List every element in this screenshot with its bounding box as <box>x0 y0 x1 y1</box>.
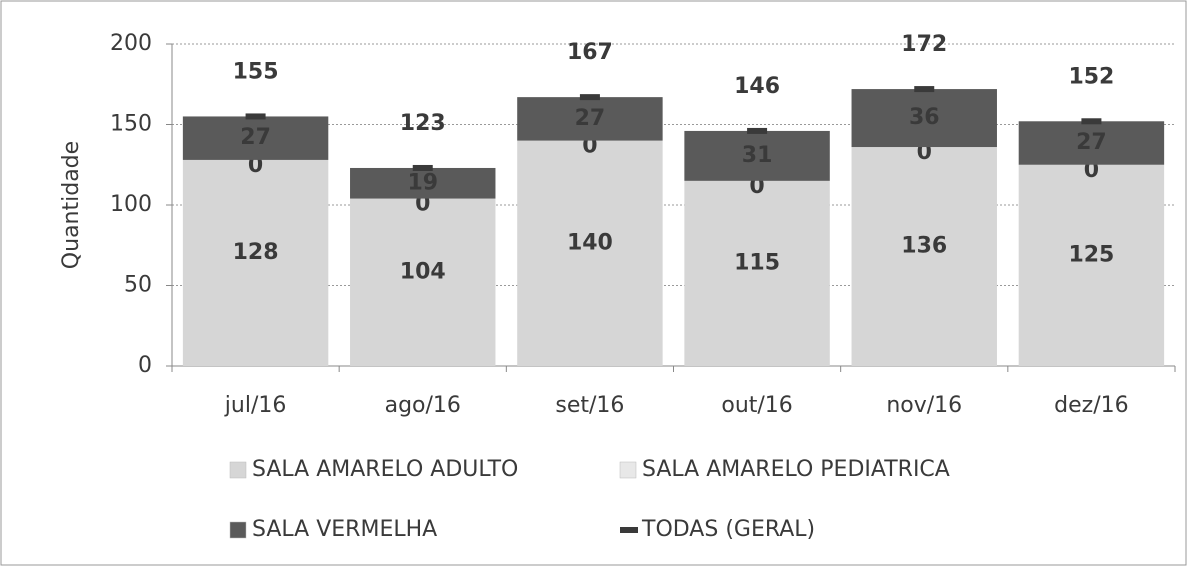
legend-swatch <box>229 461 247 479</box>
y-tick-label: 100 <box>110 192 152 217</box>
y-tick-label: 200 <box>110 31 152 56</box>
data-label: 27 <box>575 106 606 131</box>
y-axis-label: Quantidade <box>59 141 84 269</box>
bar-segment <box>1018 121 1165 165</box>
legend-label: TODAS (GERAL) <box>641 517 815 542</box>
y-tick-label: 0 <box>138 353 152 378</box>
data-label: 167 <box>567 40 613 65</box>
data-label: 136 <box>901 234 947 259</box>
bar-segment <box>350 167 496 199</box>
bar-segment <box>350 198 496 366</box>
x-tick-label: dez/16 <box>1054 393 1128 418</box>
data-label: 36 <box>909 105 940 130</box>
legend-swatch <box>620 527 638 533</box>
bar-segment <box>517 97 663 141</box>
y-tick-label: 50 <box>124 273 152 298</box>
total-marker <box>747 127 768 134</box>
data-label: 125 <box>1068 242 1114 267</box>
x-tick-label: nov/16 <box>886 393 962 418</box>
data-label: 128 <box>233 240 279 265</box>
data-label: 152 <box>1068 64 1114 89</box>
legend-swatch <box>619 461 637 479</box>
data-label: 27 <box>240 125 271 150</box>
legend-swatch <box>229 521 247 539</box>
data-label: 19 <box>407 170 438 195</box>
data-label: 123 <box>400 111 446 136</box>
bar-segment <box>182 116 329 160</box>
data-label: 155 <box>233 59 279 84</box>
bar-segment <box>684 130 830 181</box>
data-label: 172 <box>901 32 947 57</box>
y-tick-label: 150 <box>110 112 152 137</box>
data-label: 146 <box>734 74 780 99</box>
legend-label: SALA AMARELO PEDIATRICA <box>642 457 950 482</box>
legend-label: SALA AMARELO ADULTO <box>252 457 518 482</box>
total-marker <box>412 164 433 171</box>
bar-segment <box>851 147 997 366</box>
x-tick-label: out/16 <box>721 393 792 418</box>
data-label: 31 <box>742 143 773 168</box>
bar-segment <box>684 180 830 366</box>
total-marker <box>579 94 600 101</box>
total-marker <box>245 113 266 120</box>
legend-label: SALA VERMELHA <box>252 517 437 542</box>
total-marker <box>1081 118 1102 125</box>
data-label: 27 <box>1076 130 1107 155</box>
data-label: 140 <box>567 230 613 255</box>
x-tick-label: set/16 <box>555 393 624 418</box>
total-marker <box>914 86 935 93</box>
x-tick-label: jul/16 <box>224 393 287 418</box>
bar-segment <box>182 159 329 366</box>
data-label: 104 <box>400 259 446 284</box>
bar-segment <box>851 89 997 148</box>
data-label: 115 <box>734 250 780 275</box>
bar-segment <box>517 140 663 366</box>
x-tick-label: ago/16 <box>385 393 461 418</box>
bar-segment <box>1018 164 1165 366</box>
